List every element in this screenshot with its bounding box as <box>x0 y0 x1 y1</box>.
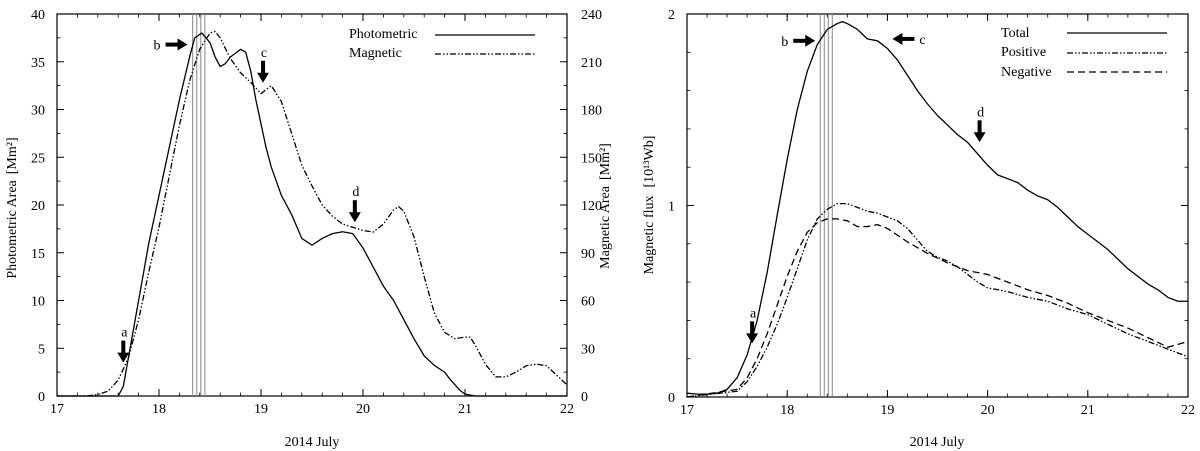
right-arrow-c-shaft <box>901 36 915 41</box>
right-ylabel: Magnetic flux [10¹³Wb] <box>642 136 657 275</box>
left-ytick-label: 25 <box>31 151 45 166</box>
left-arrow-a-shaft <box>121 340 126 354</box>
left-y2tick-label: 180 <box>581 104 602 119</box>
right-annot-c: c <box>919 33 925 48</box>
right-annot-a: a <box>750 306 757 321</box>
left-series-magnetic <box>57 30 568 397</box>
left-y2label-text: Magnetic Area <box>598 185 613 269</box>
left-ytick-label: 15 <box>31 247 45 262</box>
right-arrow-d-head <box>973 132 986 143</box>
right-series-total <box>686 21 1188 395</box>
left-xtick-label: 20 <box>356 402 370 417</box>
left-arrow-d-head <box>348 212 361 223</box>
left-ytick-label: 35 <box>31 56 45 71</box>
right-arrow-c-head <box>892 32 903 45</box>
right-series-group <box>686 21 1189 398</box>
left-y2tick-label: 0 <box>581 390 588 405</box>
right-annotations: a b c d <box>746 32 986 344</box>
right-xtick-label: 22 <box>1181 403 1195 418</box>
right-arrow-a-head <box>746 333 759 344</box>
left-arrow-a-head <box>117 352 130 363</box>
left-arrow-c-head <box>257 72 270 83</box>
left-arrow-b-head <box>177 38 188 51</box>
chart-right: 17 18 19 20 21 22 0 1 2 a b c d 2014 July Magnetic … <box>642 8 1195 450</box>
left-axis-ticks: 17 18 19 20 21 22 0 5 10 15 20 25 30 35 40 0 30 60 90 120 15… <box>31 8 602 417</box>
left-ytick-label: 5 <box>38 342 45 357</box>
left-y2tick-label: 90 <box>581 247 595 262</box>
left-y2label: Magnetic Area [Mm²] <box>598 143 613 269</box>
left-ytick-label: 10 <box>31 295 45 310</box>
left-legend-label-magnetic: Magnetic <box>349 46 402 61</box>
right-legend-label-total: Total <box>1001 26 1030 41</box>
right-arrow-d-shaft <box>977 120 982 134</box>
right-xtick-label: 18 <box>780 403 794 418</box>
right-legend-label-negative: Negative <box>1001 65 1052 80</box>
left-arrow-d-shaft <box>352 200 357 214</box>
left-ylabel-unit: [Mm²] <box>5 137 20 174</box>
left-arrow-b-shaft <box>165 42 179 47</box>
right-arrow-b-head <box>805 34 816 47</box>
left-annot-c: c <box>261 46 267 61</box>
left-y2tick-label: 150 <box>581 151 602 166</box>
right-ytick-label: 1 <box>668 200 675 215</box>
left-xtick-label: 22 <box>560 402 574 417</box>
right-annot-d: d <box>977 105 984 120</box>
right-ytick-label: 2 <box>668 8 675 23</box>
right-ylabel-text: Magnetic flux <box>642 196 657 275</box>
right-ylabel-unit: [10¹³Wb] <box>642 136 657 188</box>
left-ylabel: Photometric Area [Mm²] <box>5 137 20 278</box>
left-xtick-label: 18 <box>152 402 166 417</box>
left-vertical-markers <box>192 14 206 396</box>
left-annot-a: a <box>121 326 128 341</box>
left-y2tick-label: 210 <box>581 56 602 71</box>
left-y2tick-label: 240 <box>581 8 602 23</box>
left-ytick-label: 40 <box>31 8 45 23</box>
right-vertical-markers <box>819 14 833 397</box>
left-ytick-label: 0 <box>38 390 45 405</box>
left-y2label-unit: [Mm²] <box>598 143 613 180</box>
left-annot-d: d <box>352 185 359 200</box>
left-legend-label-photometric: Photometric <box>349 27 417 42</box>
right-annot-b: b <box>781 35 788 50</box>
right-arrow-b-shaft <box>793 38 807 43</box>
chart-left: 17 18 19 20 21 22 0 5 10 15 20 25 30 35 40 0 30 60 90 120 15… <box>5 8 613 450</box>
left-y2tick-label: 30 <box>581 342 595 357</box>
left-y2tick-label: 60 <box>581 295 595 310</box>
left-y2tick-label: 120 <box>581 199 602 214</box>
right-arrow-a-shaft <box>750 321 755 335</box>
left-ytick-label: 30 <box>31 104 45 119</box>
right-xtick-label: 21 <box>1081 403 1095 418</box>
left-xtick-label: 17 <box>50 402 64 417</box>
left-xlabel: 2014 July <box>285 435 340 450</box>
left-annot-b: b <box>154 39 161 54</box>
right-xlabel: 2014 July <box>910 435 965 450</box>
left-xtick-label: 19 <box>254 402 268 417</box>
right-xtick-label: 20 <box>981 403 995 418</box>
left-legend: Photometric Magnetic <box>349 27 535 61</box>
left-ylabel-text: Photometric Area <box>5 179 20 278</box>
left-annotations: a b c d <box>117 38 361 363</box>
right-legend-label-positive: Positive <box>1001 45 1046 60</box>
right-legend: Total Positive Negative <box>1001 26 1167 80</box>
left-xtick-label: 21 <box>458 402 472 417</box>
right-xtick-label: 19 <box>880 403 894 418</box>
right-xtick-label: 17 <box>680 403 694 418</box>
left-ytick-label: 20 <box>31 199 45 214</box>
right-ytick-label: 0 <box>668 391 675 406</box>
right-series-negative <box>686 218 1189 398</box>
right-series-positive <box>686 202 1189 398</box>
right-axis-ticks: 17 18 19 20 21 22 0 1 2 <box>668 8 1195 418</box>
left-arrow-c-shaft <box>261 60 266 74</box>
left-series-group <box>57 30 568 397</box>
left-series-photometric <box>57 32 567 397</box>
